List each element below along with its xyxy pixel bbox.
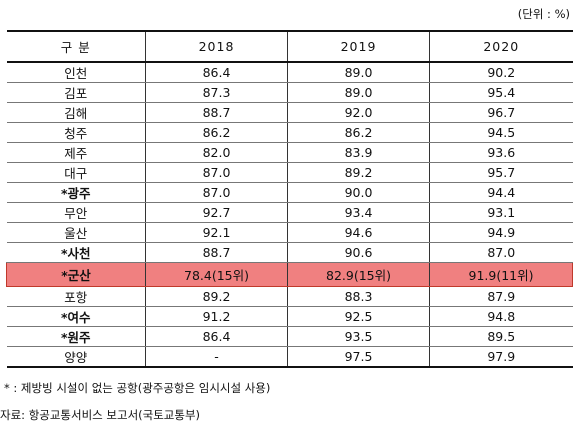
value-2019: 82.9(15위)	[287, 262, 430, 287]
airport-name: 울산	[6, 222, 146, 243]
value-2018: -	[145, 346, 288, 368]
value-2018: 89.2	[145, 286, 288, 307]
airport-name: 무안	[6, 202, 146, 223]
source-note: 자료: 항공교통서비스 보고서(국토교통부)	[0, 408, 201, 422]
table-row: 김해 88.7 92.0 96.7	[6, 102, 573, 123]
airport-name: 양양	[6, 346, 146, 368]
value-2019: 89.0	[287, 62, 430, 83]
airport-name: *사천	[6, 242, 146, 263]
value-2020: 93.6	[429, 142, 573, 163]
value-2019: 90.0	[287, 182, 430, 203]
value-2020: 87.9	[429, 286, 573, 307]
value-2020: 89.5	[429, 326, 573, 347]
value-2018: 92.7	[145, 202, 288, 223]
airport-name: 대구	[6, 162, 146, 183]
table-row: *원주 86.4 93.5 89.5	[6, 326, 573, 347]
table-row: *여수 91.2 92.5 94.8	[6, 306, 573, 327]
unit-label: (단위 : %)	[517, 7, 570, 21]
value-2019: 93.4	[287, 202, 430, 223]
table-row: 양양 -97.5 97.9	[6, 346, 573, 368]
value-2019: 92.5	[287, 306, 430, 327]
value-2020: 91.9(11위)	[429, 262, 573, 287]
table-row: 인천 86.4 89.0 90.2	[6, 62, 573, 83]
value-2019: 94.6	[287, 222, 430, 243]
table-row: 제주 82.0 83.9 93.6	[6, 142, 573, 163]
value-2019: 90.6	[287, 242, 430, 263]
value-2018: 86.4	[145, 62, 288, 83]
airport-name: *광주	[6, 182, 146, 203]
value-2018: 87.0	[145, 162, 288, 183]
table-row: 울산 92.1 94.6 94.9	[6, 222, 573, 243]
header-year-2019: 2019	[287, 30, 430, 63]
airport-name: *여수	[6, 306, 146, 327]
header-year-2018: 2018	[145, 30, 288, 63]
value-2018: 82.0	[145, 142, 288, 163]
value-2019: 88.3	[287, 286, 430, 307]
table-row: 김포 87.3 89.0 95.4	[6, 82, 573, 103]
value-2018: 87.3	[145, 82, 288, 103]
table-row: 대구 87.0 89.2 95.7	[6, 162, 573, 183]
value-2019: 89.2	[287, 162, 430, 183]
value-2018: 87.0	[145, 182, 288, 203]
value-2018: 86.2	[145, 122, 288, 143]
value-2019: 83.9	[287, 142, 430, 163]
table-row-highlighted: *군산 78.4(15위) 82.9(15위) 91.9(11위)	[6, 262, 573, 287]
value-2019: 92.0	[287, 102, 430, 123]
value-2019: 89.0	[287, 82, 430, 103]
footnote: * : 제방빙 시설이 없는 공항(광주공항은 임시시설 사용)	[4, 381, 271, 395]
value-2020: 90.2	[429, 62, 573, 83]
airport-name: 포항	[6, 286, 146, 307]
airport-name: *군산	[6, 262, 146, 287]
value-2018: 91.2	[145, 306, 288, 327]
value-2018: 86.4	[145, 326, 288, 347]
table-row: *사천 88.7 90.6 87.0	[6, 242, 573, 263]
table-header-row: 구 분 2018 2019 2020	[6, 30, 573, 63]
airport-name: 인천	[6, 62, 146, 83]
value-2020: 87.0	[429, 242, 573, 263]
value-2020: 95.4	[429, 82, 573, 103]
value-2020: 93.1	[429, 202, 573, 223]
table-row: *광주 87.0 90.0 94.4	[6, 182, 573, 203]
value-2018: 88.7	[145, 102, 288, 123]
value-2019: 86.2	[287, 122, 430, 143]
punctuality-table: 구 분 2018 2019 2020 인천 86.4 89.0 90.2 김포 87.3…	[6, 30, 573, 368]
airport-name: 제주	[6, 142, 146, 163]
value-2020: 94.9	[429, 222, 573, 243]
value-2018: 92.1	[145, 222, 288, 243]
table-row: 포항 89.2 88.3 87.9	[6, 286, 573, 307]
value-2020: 94.5	[429, 122, 573, 143]
airport-name: *원주	[6, 326, 146, 347]
value-2020: 95.7	[429, 162, 573, 183]
value-2020: 97.9	[429, 346, 573, 368]
value-2020: 96.7	[429, 102, 573, 123]
value-2018: 78.4(15위)	[145, 262, 288, 287]
value-2018: 88.7	[145, 242, 288, 263]
airport-name: 김포	[6, 82, 146, 103]
header-year-2020: 2020	[429, 30, 573, 63]
table-row: 무안 92.7 93.4 93.1	[6, 202, 573, 223]
airport-name: 김해	[6, 102, 146, 123]
header-category: 구 분	[6, 30, 146, 63]
value-2020: 94.8	[429, 306, 573, 327]
value-2019: 97.5	[287, 346, 430, 368]
value-2019: 93.5	[287, 326, 430, 347]
airport-name: 청주	[6, 122, 146, 143]
value-2020: 94.4	[429, 182, 573, 203]
table-row: 청주 86.2 86.2 94.5	[6, 122, 573, 143]
